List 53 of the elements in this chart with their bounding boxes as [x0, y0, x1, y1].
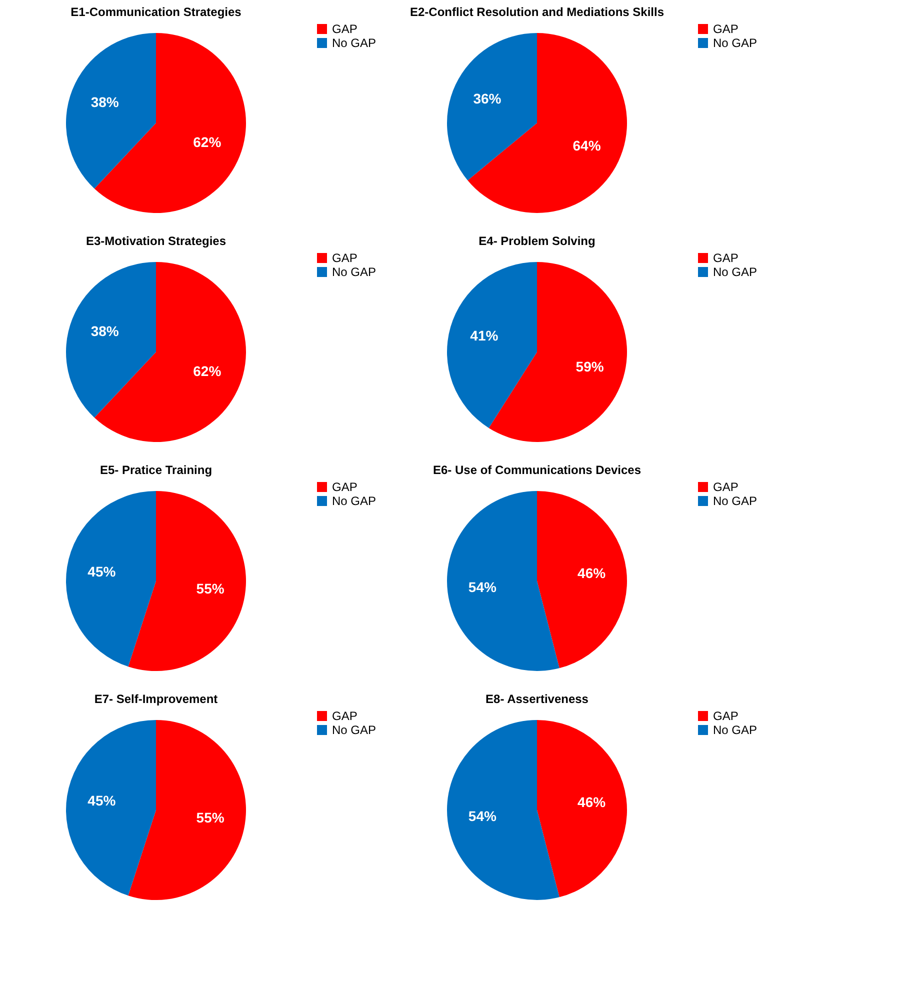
legend-label: No GAP	[713, 723, 758, 737]
data-label: 45%	[88, 792, 116, 808]
data-label: 54%	[468, 808, 497, 824]
legend-label: No GAP	[332, 494, 376, 508]
pie-slice	[128, 491, 246, 671]
legend-label: GAP	[332, 709, 358, 723]
legend-label: No GAP	[332, 723, 376, 737]
data-label: 38%	[90, 94, 120, 110]
data-label: 46%	[578, 565, 606, 582]
pie-slice	[447, 491, 560, 671]
data-label: 62%	[193, 363, 222, 380]
chart-title: E4- Problem Solving	[478, 234, 596, 248]
data-label: 46%	[578, 794, 606, 810]
legend-label: GAP	[332, 251, 358, 265]
legend-label: No GAP	[713, 36, 758, 50]
pie-slice	[128, 720, 246, 900]
pie-slice	[66, 33, 156, 189]
pie-slice	[447, 262, 537, 428]
data-label: 38%	[90, 322, 120, 339]
data-label: 45%	[88, 563, 116, 580]
legend-label: GAP	[713, 22, 738, 36]
data-label: 41%	[470, 328, 499, 344]
legend-label: GAP	[332, 480, 358, 494]
pie-slice	[66, 720, 156, 896]
legend-label: GAP	[713, 709, 738, 723]
data-label: 64%	[572, 137, 602, 154]
legend-label: No GAP	[713, 265, 758, 279]
pie-slice	[468, 33, 627, 213]
pie-slice	[447, 720, 560, 900]
legend-label: GAP	[713, 480, 738, 494]
pie-slice	[537, 720, 627, 898]
data-label: 62%	[193, 134, 222, 150]
data-label: 55%	[196, 810, 225, 826]
legend-label: No GAP	[713, 494, 758, 508]
data-label: 36%	[473, 90, 502, 107]
chart-title: E3-Motivation Strategies	[86, 234, 226, 248]
chart-title: E5- Pratice Training	[100, 463, 212, 477]
data-label: 59%	[576, 358, 604, 374]
chart-title: E2-Conflict Resolution and Mediations Skills	[410, 5, 664, 19]
legend-label: GAP	[713, 251, 738, 265]
chart-title: E8- Assertiveness	[486, 692, 589, 706]
pie-slice	[447, 33, 537, 180]
data-label: 54%	[468, 578, 497, 595]
legend-label: No GAP	[332, 265, 376, 279]
legend-label: No GAP	[332, 36, 376, 50]
legend-label: GAP	[332, 22, 358, 36]
chart-title: E7- Self-Improvement	[94, 692, 218, 706]
pie-slice	[537, 491, 627, 668]
pie-slice	[66, 262, 156, 418]
chart-title: E1-Communication Strategies	[70, 5, 242, 19]
chart-title: E6- Use of Communications Devices	[432, 463, 642, 477]
data-label: 55%	[196, 580, 225, 597]
pie-slice	[66, 491, 156, 667]
